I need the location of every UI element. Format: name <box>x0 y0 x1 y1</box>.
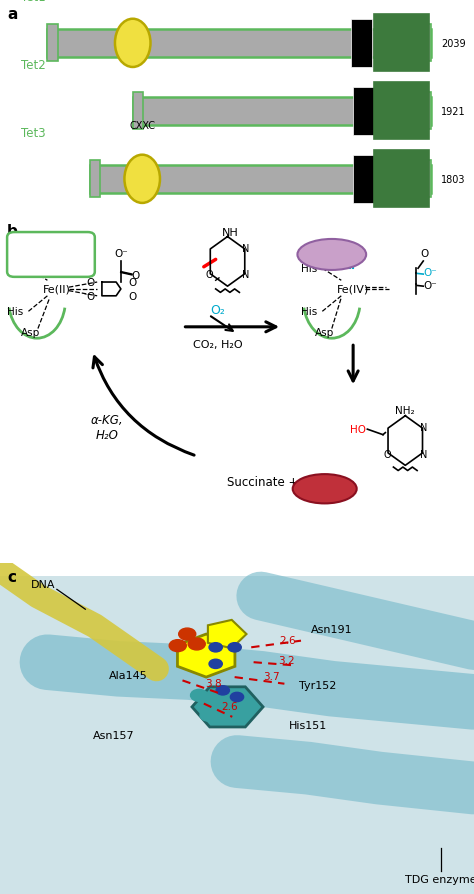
Circle shape <box>209 643 222 653</box>
Polygon shape <box>192 687 263 727</box>
FancyBboxPatch shape <box>374 151 429 208</box>
Text: CXXC: CXXC <box>129 121 155 131</box>
Text: O₂: O₂ <box>210 304 226 316</box>
Text: DNA: DNA <box>30 579 55 590</box>
Ellipse shape <box>124 156 160 204</box>
Text: O⁻: O⁻ <box>423 267 438 277</box>
Text: His: His <box>301 264 317 274</box>
Text: O: O <box>206 270 213 280</box>
Text: 1921: 1921 <box>441 106 465 117</box>
Text: O: O <box>383 449 391 460</box>
Polygon shape <box>208 620 246 648</box>
Text: Fe(II): Fe(II) <box>43 284 71 295</box>
Circle shape <box>230 693 244 702</box>
Text: Ala145: Ala145 <box>109 670 147 680</box>
FancyBboxPatch shape <box>47 25 58 63</box>
Text: Asn157: Asn157 <box>93 730 135 740</box>
Text: O: O <box>349 247 357 257</box>
Text: H₂O: H₂O <box>21 252 41 262</box>
FancyBboxPatch shape <box>0 577 474 894</box>
Text: N: N <box>242 270 249 280</box>
Text: 3.7: 3.7 <box>263 671 280 681</box>
FancyBboxPatch shape <box>90 161 100 198</box>
Text: Tet2: Tet2 <box>21 59 46 72</box>
FancyBboxPatch shape <box>133 93 143 131</box>
Text: Asp: Asp <box>315 327 335 338</box>
Text: His151: His151 <box>289 721 327 730</box>
Circle shape <box>188 638 205 650</box>
Circle shape <box>216 686 229 696</box>
Text: O⁻: O⁻ <box>423 281 438 291</box>
FancyBboxPatch shape <box>133 97 431 126</box>
Text: O: O <box>128 291 136 301</box>
FancyBboxPatch shape <box>351 20 372 68</box>
Text: 3.8: 3.8 <box>205 679 222 688</box>
Text: NH₂: NH₂ <box>395 405 415 415</box>
Text: 5hmC: 5hmC <box>307 483 342 495</box>
Text: O: O <box>131 271 139 281</box>
Polygon shape <box>177 635 235 678</box>
Text: 5mC: 5mC <box>318 249 346 262</box>
Circle shape <box>200 710 217 721</box>
Circle shape <box>179 628 196 640</box>
Text: Cys-
rich: Cys- rich <box>357 174 370 184</box>
Text: NH: NH <box>221 228 238 238</box>
Text: 2.6: 2.6 <box>280 636 296 645</box>
Text: Cys-
rich: Cys- rich <box>357 106 370 117</box>
FancyBboxPatch shape <box>7 232 95 277</box>
Circle shape <box>191 689 208 702</box>
Circle shape <box>209 660 222 669</box>
Text: a: a <box>7 6 18 21</box>
Text: Succinate +: Succinate + <box>228 476 299 489</box>
Text: 2.6: 2.6 <box>221 702 238 712</box>
FancyBboxPatch shape <box>421 93 431 131</box>
Text: N: N <box>419 423 427 433</box>
Text: His: His <box>301 307 317 317</box>
Text: TDG enzyme: TDG enzyme <box>405 874 474 884</box>
Ellipse shape <box>292 475 356 504</box>
Text: O: O <box>128 278 136 288</box>
Text: Tyr152: Tyr152 <box>299 680 336 690</box>
Text: DSβH: DSβH <box>388 125 415 135</box>
Text: CO₂, H₂O: CO₂, H₂O <box>193 340 243 350</box>
FancyBboxPatch shape <box>421 25 431 63</box>
Text: N: N <box>242 244 249 254</box>
Text: Fe(IV): Fe(IV) <box>337 284 369 295</box>
Text: O: O <box>420 249 428 258</box>
Text: Asp: Asp <box>21 327 41 338</box>
Text: His: His <box>7 264 23 274</box>
Text: HO: HO <box>350 425 366 434</box>
FancyBboxPatch shape <box>353 156 374 204</box>
Text: Tet: Tet <box>41 249 61 262</box>
FancyBboxPatch shape <box>421 161 431 198</box>
Text: O: O <box>87 278 95 288</box>
Text: Asn191: Asn191 <box>311 624 353 635</box>
Text: 1803: 1803 <box>441 174 465 184</box>
FancyBboxPatch shape <box>47 30 431 58</box>
Text: Tet3: Tet3 <box>21 127 46 140</box>
FancyBboxPatch shape <box>374 83 429 140</box>
Ellipse shape <box>297 240 366 271</box>
Circle shape <box>169 640 186 652</box>
Circle shape <box>228 643 241 653</box>
FancyBboxPatch shape <box>353 88 374 136</box>
FancyBboxPatch shape <box>374 15 429 72</box>
FancyBboxPatch shape <box>90 165 431 194</box>
Text: 3.2: 3.2 <box>278 655 295 665</box>
Text: c: c <box>7 569 16 585</box>
Text: Tet1: Tet1 <box>21 0 46 4</box>
Text: ⁻: ⁻ <box>83 291 88 300</box>
Ellipse shape <box>115 20 151 68</box>
Text: O: O <box>87 291 95 301</box>
Text: His: His <box>7 307 23 317</box>
Text: DSβH: DSβH <box>388 57 415 67</box>
Text: b: b <box>7 224 18 240</box>
Text: ⁻: ⁻ <box>83 274 88 283</box>
Text: α-KG,
H₂O: α-KG, H₂O <box>91 413 123 442</box>
Text: N: N <box>419 449 427 460</box>
Text: 2039: 2039 <box>441 38 465 49</box>
Text: O⁻: O⁻ <box>114 249 128 258</box>
Text: Cys-
rich: Cys- rich <box>355 38 368 49</box>
